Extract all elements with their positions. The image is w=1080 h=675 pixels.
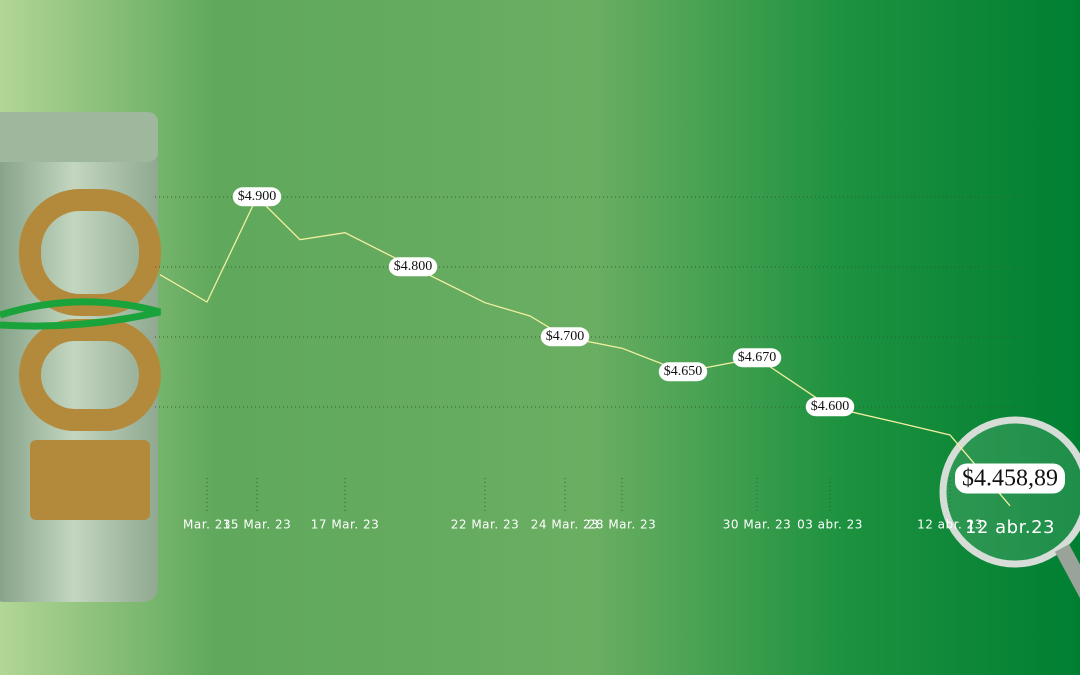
- value-label: $4.650: [658, 362, 708, 382]
- x-tick-label: 03 abr. 23: [797, 518, 863, 532]
- x-tick-label: 12 abr. 23: [917, 518, 983, 532]
- value-label-bg: [388, 257, 438, 277]
- value-label-bg: [232, 187, 282, 207]
- x-tick-label: 28 Mar. 23: [588, 518, 657, 532]
- value-label: $4.800: [388, 257, 438, 277]
- value-label-bg: [805, 397, 855, 417]
- value-label: $4.900: [232, 187, 282, 207]
- x-tick-label: 22 Mar. 23: [451, 518, 520, 532]
- x-tick-label: 12 abr.23: [965, 517, 1055, 538]
- value-label: $4.458,89: [955, 463, 1065, 494]
- value-label: $4.670: [732, 348, 782, 368]
- line: [159, 195, 1011, 507]
- value-label-text: $4.700: [546, 329, 585, 344]
- value-label-bg: [540, 327, 590, 347]
- x-tick-label: 24 Mar. 23: [531, 518, 600, 532]
- value-label-bg: [732, 348, 782, 368]
- value-label-text: $4.900: [238, 189, 277, 204]
- value-label-bg: [955, 463, 1065, 494]
- value-label-text: $4.458,89: [962, 466, 1058, 492]
- x-tick-label: 30 Mar. 23: [723, 518, 792, 532]
- money-roll: [0, 112, 161, 602]
- value-label-bg: [658, 362, 708, 382]
- value-label-text: $4.650: [664, 364, 703, 379]
- x-tick-label: Mar. 23: [183, 518, 231, 532]
- x-tick-label: 17 Mar. 23: [311, 518, 380, 532]
- value-label: $4.700: [540, 327, 590, 347]
- value-label-text: $4.800: [394, 259, 433, 274]
- value-label: $4.600: [805, 397, 855, 417]
- x-tick-label: 15 Mar. 23: [223, 518, 292, 532]
- value-label-text: $4.600: [811, 399, 850, 414]
- value-label-text: $4.670: [738, 350, 777, 365]
